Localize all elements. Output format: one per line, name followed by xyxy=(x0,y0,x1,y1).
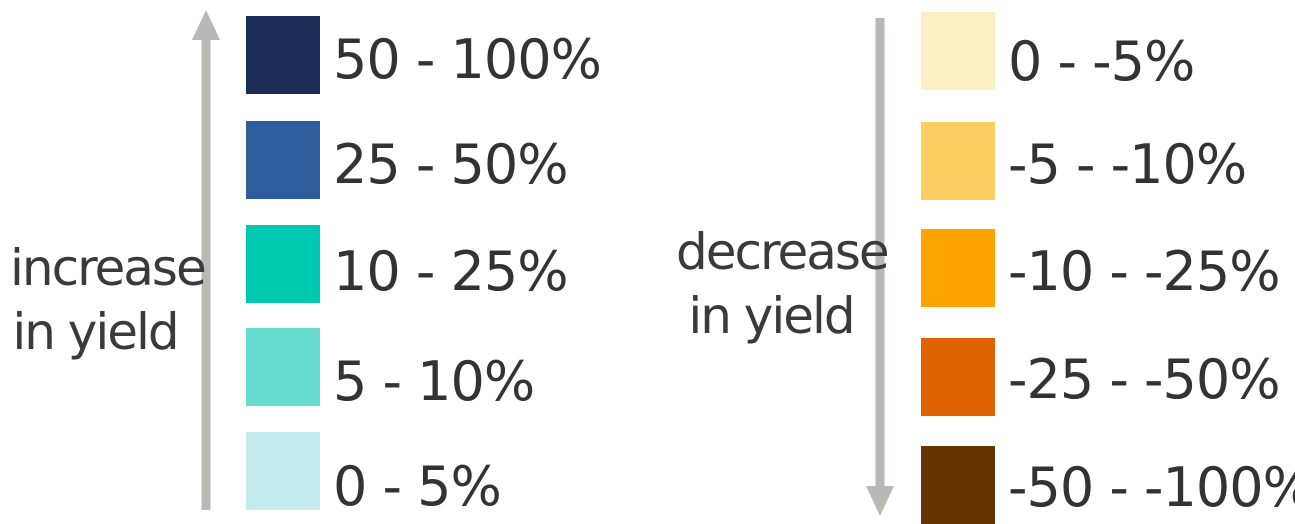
swatch-50-100 xyxy=(246,16,320,94)
legend-label-25-50: 25 - 50% xyxy=(333,133,569,196)
swatch-0-5 xyxy=(246,432,320,510)
legend-label-50-100: 50 - 100% xyxy=(333,28,602,91)
increase-axis-label: increase in yield xyxy=(10,236,207,364)
legend-label-5-10: 5 - 10% xyxy=(333,350,535,413)
legend-label-neg10-neg25: -10 - -25% xyxy=(1008,240,1281,303)
swatch-neg50-neg100 xyxy=(921,446,995,524)
swatch-neg10-neg25 xyxy=(921,229,995,307)
legend-label-neg50-neg100: -50 - -100% xyxy=(1008,456,1295,519)
increase-axis-label-line-1: increase xyxy=(10,239,207,297)
legend-label-neg25-neg50: -25 - -50% xyxy=(1008,348,1281,411)
swatch-neg5-neg10 xyxy=(921,122,995,200)
legend-label-0-5: 0 - 5% xyxy=(333,455,502,518)
swatch-10-25 xyxy=(246,225,320,303)
legend-label-0-neg5: 0 - -5% xyxy=(1008,30,1195,93)
swatch-5-10 xyxy=(246,328,320,406)
increase-axis-label-line-2: in yield xyxy=(12,303,179,361)
decrease-axis-label-line-1: decrease xyxy=(676,223,890,281)
swatch-25-50 xyxy=(246,121,320,199)
legend-label-10-25: 10 - 25% xyxy=(333,240,569,303)
decrease-axis-label: decrease in yield xyxy=(676,220,890,348)
legend-label-neg5-neg10: -5 - -10% xyxy=(1008,133,1247,196)
decrease-axis-label-line-2: in yield xyxy=(688,287,855,345)
swatch-0-neg5 xyxy=(921,12,995,90)
swatch-neg25-neg50 xyxy=(921,338,995,416)
